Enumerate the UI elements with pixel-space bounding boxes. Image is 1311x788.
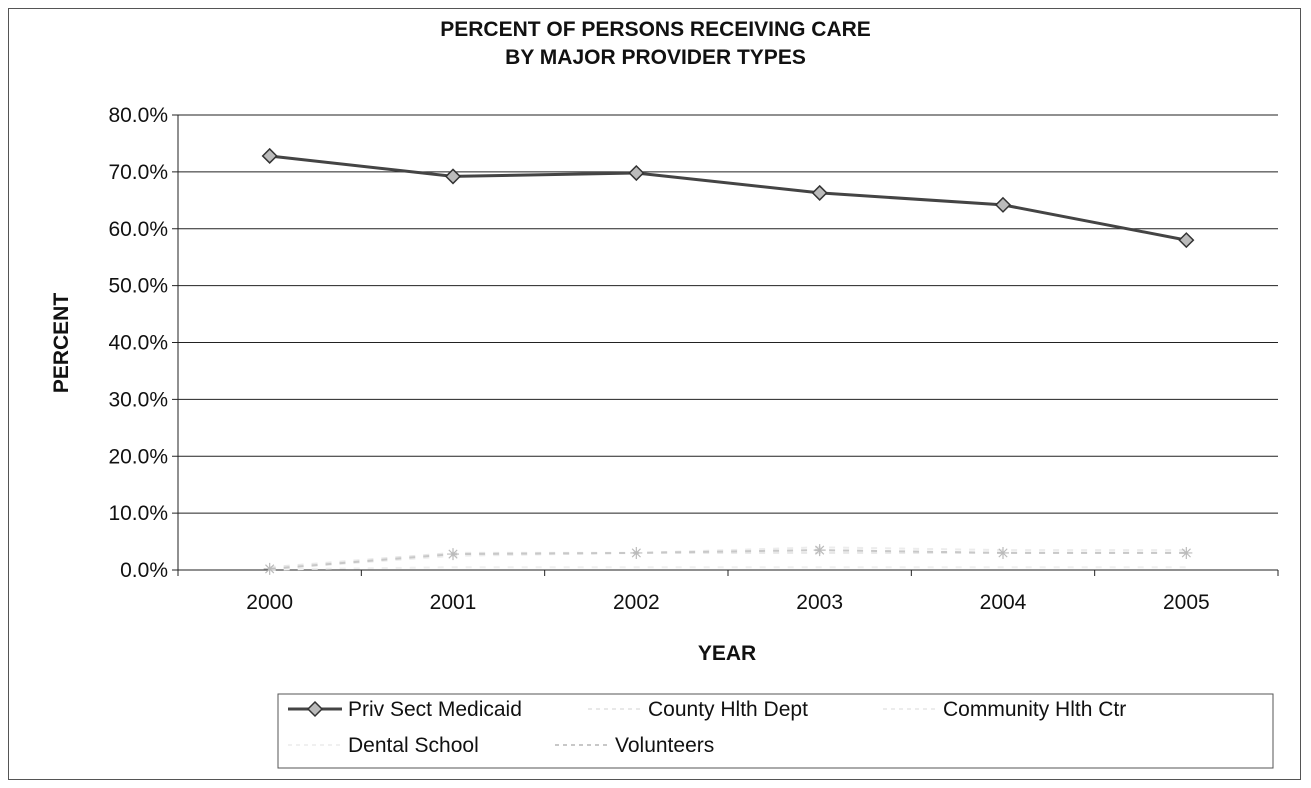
legend-marker — [306, 700, 324, 718]
data-point — [630, 546, 643, 559]
x-tick-label: 2002 — [613, 591, 660, 614]
legend-box — [277, 693, 1274, 769]
x-tick-label: 2000 — [246, 591, 293, 614]
series-line — [269, 546, 1187, 570]
chart-title: PERCENT OF PERSONS RECEIVING CARE BY MAJ… — [0, 16, 1311, 72]
y-tick-label: 30.0% — [108, 388, 168, 411]
x-axis-label: YEAR — [698, 642, 756, 665]
legend-label: Community Hlth Ctr — [943, 698, 1126, 721]
series-priv-sect-medicaid — [261, 147, 1195, 249]
y-tick-label: 10.0% — [108, 502, 168, 525]
x-tick-label: 2004 — [980, 591, 1027, 614]
series-community-hlth-ctr — [269, 546, 1187, 570]
gridlines — [178, 114, 1278, 514]
chart-title-line-1: PERCENT OF PERSONS RECEIVING CARE — [440, 18, 871, 41]
legend-item: Volunteers — [555, 734, 714, 757]
series-line — [269, 549, 1187, 570]
data-point — [1178, 232, 1195, 249]
legend-label: Volunteers — [615, 734, 714, 757]
legend-label: Dental School — [348, 734, 479, 757]
data-point — [994, 196, 1012, 213]
legend-item: Dental School — [288, 734, 479, 757]
data-point — [261, 147, 278, 165]
series-layer — [261, 147, 1195, 575]
legend-label: County Hlth Dept — [648, 698, 808, 721]
legend-item: Community Hlth Ctr — [883, 698, 1126, 721]
chart-frame — [8, 8, 1301, 780]
data-point — [1180, 546, 1193, 559]
series-volunteers — [263, 544, 1193, 575]
y-tick-label: 50.0% — [108, 275, 168, 298]
y-axis: 0.0% 10.0% 20.0% 30.0% 40.0% 50.0% 60.0% 70.0% 8… — [108, 104, 179, 582]
data-point — [263, 562, 276, 575]
x-tick-label: 2005 — [1163, 591, 1210, 614]
y-tick-label: 60.0% — [108, 218, 168, 241]
data-point — [444, 168, 462, 185]
series-line — [269, 566, 1187, 571]
series-line — [269, 551, 1187, 569]
data-point — [997, 546, 1009, 559]
data-point — [813, 544, 826, 557]
legend: Priv Sect Medicaid County Hlth Dept Commun… — [277, 693, 1274, 769]
series-county-hlth-dept — [269, 551, 1187, 569]
data-point — [447, 548, 459, 561]
x-tick-label: 2003 — [796, 591, 843, 614]
series-line — [269, 154, 1187, 242]
y-tick-label: 0.0% — [120, 559, 168, 582]
legend-item: Priv Sect Medicaid — [288, 698, 522, 721]
y-tick-label: 40.0% — [108, 332, 168, 355]
legend-item: County Hlth Dept — [588, 698, 808, 721]
y-tick-label: 80.0% — [108, 104, 168, 127]
x-axis: 2000 2001 2002 2003 2004 2005 — [177, 569, 1279, 614]
data-point — [811, 184, 828, 201]
legend-label: Priv Sect Medicaid — [348, 698, 522, 721]
chart-title-line-2: BY MAJOR PROVIDER TYPES — [505, 46, 806, 69]
series-dental-school — [269, 566, 1187, 571]
x-tick-label: 2001 — [430, 591, 477, 614]
y-tick-label: 70.0% — [108, 161, 168, 184]
y-axis-label: PERCENT — [50, 293, 73, 394]
y-tick-label: 20.0% — [108, 445, 168, 468]
data-point — [628, 164, 645, 182]
